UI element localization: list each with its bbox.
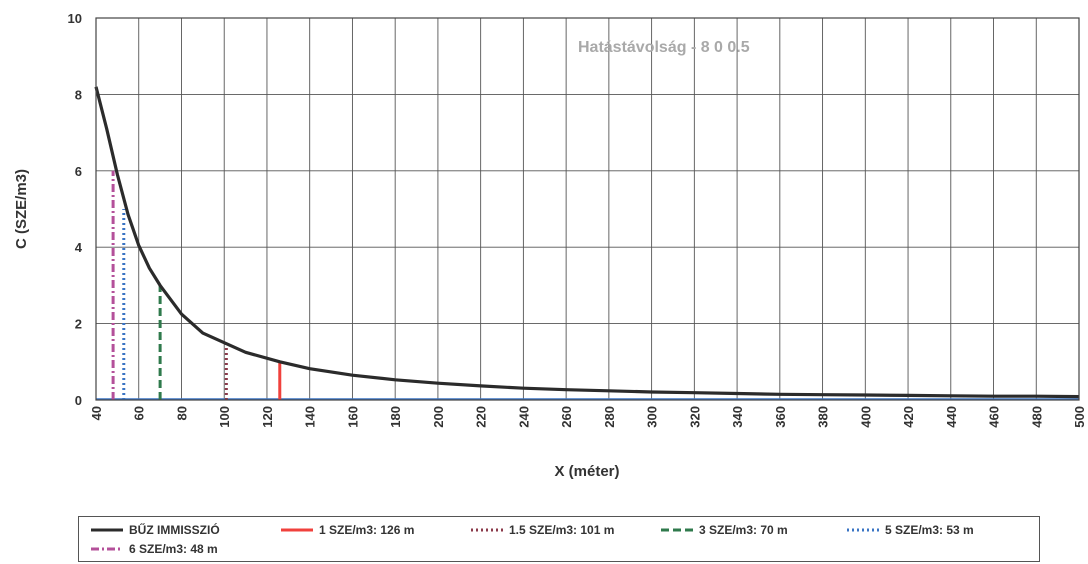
x-tick-label: 400 [858, 406, 873, 428]
plot-frame [95, 17, 1080, 401]
x-tick-label: 280 [602, 406, 617, 428]
legend-item: BŰZ IMMISSZIÓ [89, 522, 220, 538]
x-tick-label: 100 [217, 406, 232, 428]
y-tick-label: 6 [75, 164, 82, 179]
legend-label: 3 SZE/m3: 70 m [699, 523, 788, 537]
legend-label: 6 SZE/m3: 48 m [129, 542, 218, 556]
legend-label: 1 SZE/m3: 126 m [319, 523, 415, 537]
chart: 40 60 80 100 120 140 160 180 200 220 240 260 280 300 3… [13, 11, 1087, 480]
x-tick-labels: 40 60 80 100 120 140 160 180 200 220 240 260 280 300 3… [89, 406, 1087, 428]
x-tick-label: 440 [944, 406, 959, 428]
x-tick-label: 120 [260, 406, 275, 428]
x-tick-label: 480 [1029, 406, 1044, 428]
legend-swatch [847, 528, 879, 532]
x-tick-label: 320 [687, 406, 702, 428]
legend-swatch [471, 528, 503, 532]
series-line-buz-immisszio [94, 86, 1080, 399]
legend: BŰZ IMMISSZIÓ 1 SZE/m3: 126 m 1.5 SZE/m3: … [78, 516, 1040, 562]
y-tick-label: 0 [75, 393, 82, 408]
x-tick-label: 60 [132, 406, 147, 420]
x-tick-label: 360 [773, 406, 788, 428]
legend-item: 5 SZE/m3: 53 m [845, 522, 974, 538]
x-tick-label: 500 [1072, 406, 1087, 428]
x-tick-label: 220 [474, 406, 489, 428]
x-tick-label: 80 [174, 406, 189, 420]
y-tick-label: 10 [68, 11, 82, 26]
y-tick-label: 8 [75, 87, 82, 102]
legend-label: BŰZ IMMISSZIÓ [129, 523, 220, 537]
x-tick-label: 40 [89, 406, 104, 420]
grid [95, 17, 1080, 401]
x-tick-label: 340 [730, 406, 745, 428]
x-tick-label: 300 [645, 406, 660, 428]
x-tick-label: 140 [303, 406, 318, 428]
legend-swatch [91, 547, 123, 551]
legend-item: 3 SZE/m3: 70 m [659, 522, 788, 538]
x-tick-label: 240 [516, 406, 531, 428]
y-tick-label: 2 [75, 317, 82, 332]
legend-label: 5 SZE/m3: 53 m [885, 523, 974, 537]
chart-marks [94, 86, 1080, 400]
legend-item: 1.5 SZE/m3: 101 m [469, 522, 614, 538]
x-tick-label: 160 [345, 406, 360, 428]
legend-item: 1 SZE/m3: 126 m [279, 522, 414, 538]
x-axis-label: X (méter) [554, 463, 619, 480]
x-tick-label: 460 [987, 406, 1002, 428]
x-tick-label: 380 [816, 406, 831, 428]
chart-annotation: Hatástávolság - 8 0 0.5 [578, 39, 750, 56]
x-tick-label: 180 [388, 406, 403, 428]
x-tick-label: 200 [431, 406, 446, 428]
legend-swatch [281, 528, 313, 532]
x-tick-label: 260 [559, 406, 574, 428]
y-tick-label: 4 [75, 240, 83, 255]
legend-label: 1.5 SZE/m3: 101 m [509, 523, 615, 537]
y-axis-label: C (SZE/m3) [13, 169, 30, 249]
x-tick-label: 420 [901, 406, 916, 428]
legend-swatch [661, 528, 693, 532]
legend-item: 6 SZE/m3: 48 m [89, 541, 218, 557]
y-tick-labels: 0 2 4 6 8 10 [68, 11, 83, 408]
legend-swatch [91, 528, 123, 532]
